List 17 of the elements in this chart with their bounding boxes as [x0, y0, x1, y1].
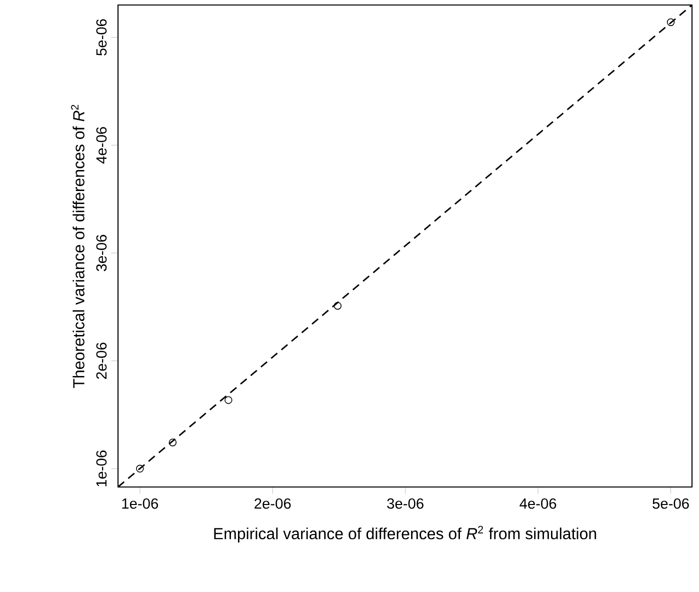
x-tick-label: 3e-06: [387, 498, 424, 509]
y-tick-label: 1e-06: [96, 450, 107, 486]
x-tick-label: 4e-06: [520, 498, 556, 509]
x-tick-label: 2e-06: [254, 498, 291, 509]
x-tick-label: 1e-06: [122, 498, 158, 509]
y-tick-label: 4e-06: [96, 127, 107, 164]
point: [224, 396, 232, 404]
point: [136, 464, 144, 473]
point: [334, 302, 342, 310]
y-tick-label: 2e-06: [96, 342, 107, 379]
y-tick-label: 3e-06: [96, 234, 107, 272]
point: [666, 18, 675, 26]
y-tick-label: 5e-06: [96, 19, 107, 56]
x-axis-title: Empirical variance of differences of R$^{2}$ from simulation: [214, 526, 596, 542]
y-axis-title: Theoretical variance of differences of R$^{2}$: [71, 104, 84, 388]
point: [168, 438, 177, 446]
x-tick-label: 5e-06: [652, 498, 689, 509]
